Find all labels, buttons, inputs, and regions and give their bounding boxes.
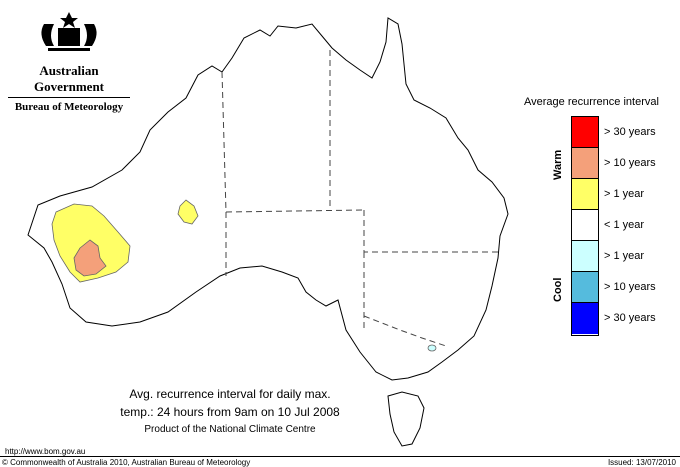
logo-divider bbox=[8, 97, 130, 98]
legend-swatch bbox=[572, 148, 598, 179]
website-link[interactable]: http://www.bom.gov.au bbox=[5, 447, 86, 456]
legend-swatch bbox=[572, 117, 598, 148]
legend-cool-label: Cool bbox=[552, 277, 564, 302]
caption-line-1: Avg. recurrence interval for daily max. bbox=[129, 387, 331, 401]
legend-swatch bbox=[572, 272, 598, 303]
state-borders bbox=[221, 50, 500, 347]
legend-label: > 30 years bbox=[604, 312, 656, 324]
tasmania-outline bbox=[387, 391, 425, 447]
agency-name: Bureau of Meteorology bbox=[14, 101, 124, 113]
legend-title: Average recurrence interval bbox=[524, 96, 659, 108]
warm-anomaly-small bbox=[177, 199, 199, 225]
issued-date: Issued: 13/07/2010 bbox=[607, 458, 676, 467]
government-name: Australian Government bbox=[33, 63, 105, 94]
caption-line-2: temp.: 24 hours from 9am on 10 Jul 2008 bbox=[120, 405, 340, 419]
legend-label: > 10 years bbox=[604, 157, 656, 169]
legend-colorbar bbox=[571, 116, 599, 336]
warm-anomaly-core bbox=[73, 239, 107, 277]
cool-anomaly-small bbox=[427, 344, 437, 352]
coat-of-arms-icon bbox=[41, 12, 97, 51]
legend-label: < 1 year bbox=[604, 219, 645, 231]
legend-swatch bbox=[572, 210, 598, 241]
copyright-text: © Commonwealth of Australia 2010, Austra… bbox=[2, 458, 251, 467]
legend-swatch bbox=[572, 179, 598, 210]
legend-label: > 30 years bbox=[604, 126, 656, 138]
caption-line-3: Product of the National Climate Centre bbox=[144, 424, 316, 435]
government-logo: Australian Government Bureau of Meteorol… bbox=[8, 8, 130, 113]
mainland-outline bbox=[27, 17, 509, 381]
legend-swatch bbox=[572, 303, 598, 334]
legend-label: > 1 year bbox=[604, 188, 645, 200]
legend-label: > 10 years bbox=[604, 281, 656, 293]
legend-warm-label: Warm bbox=[552, 149, 564, 180]
legend-swatch bbox=[572, 241, 598, 272]
legend-label: > 1 year bbox=[604, 250, 645, 262]
footer-divider bbox=[0, 456, 680, 457]
